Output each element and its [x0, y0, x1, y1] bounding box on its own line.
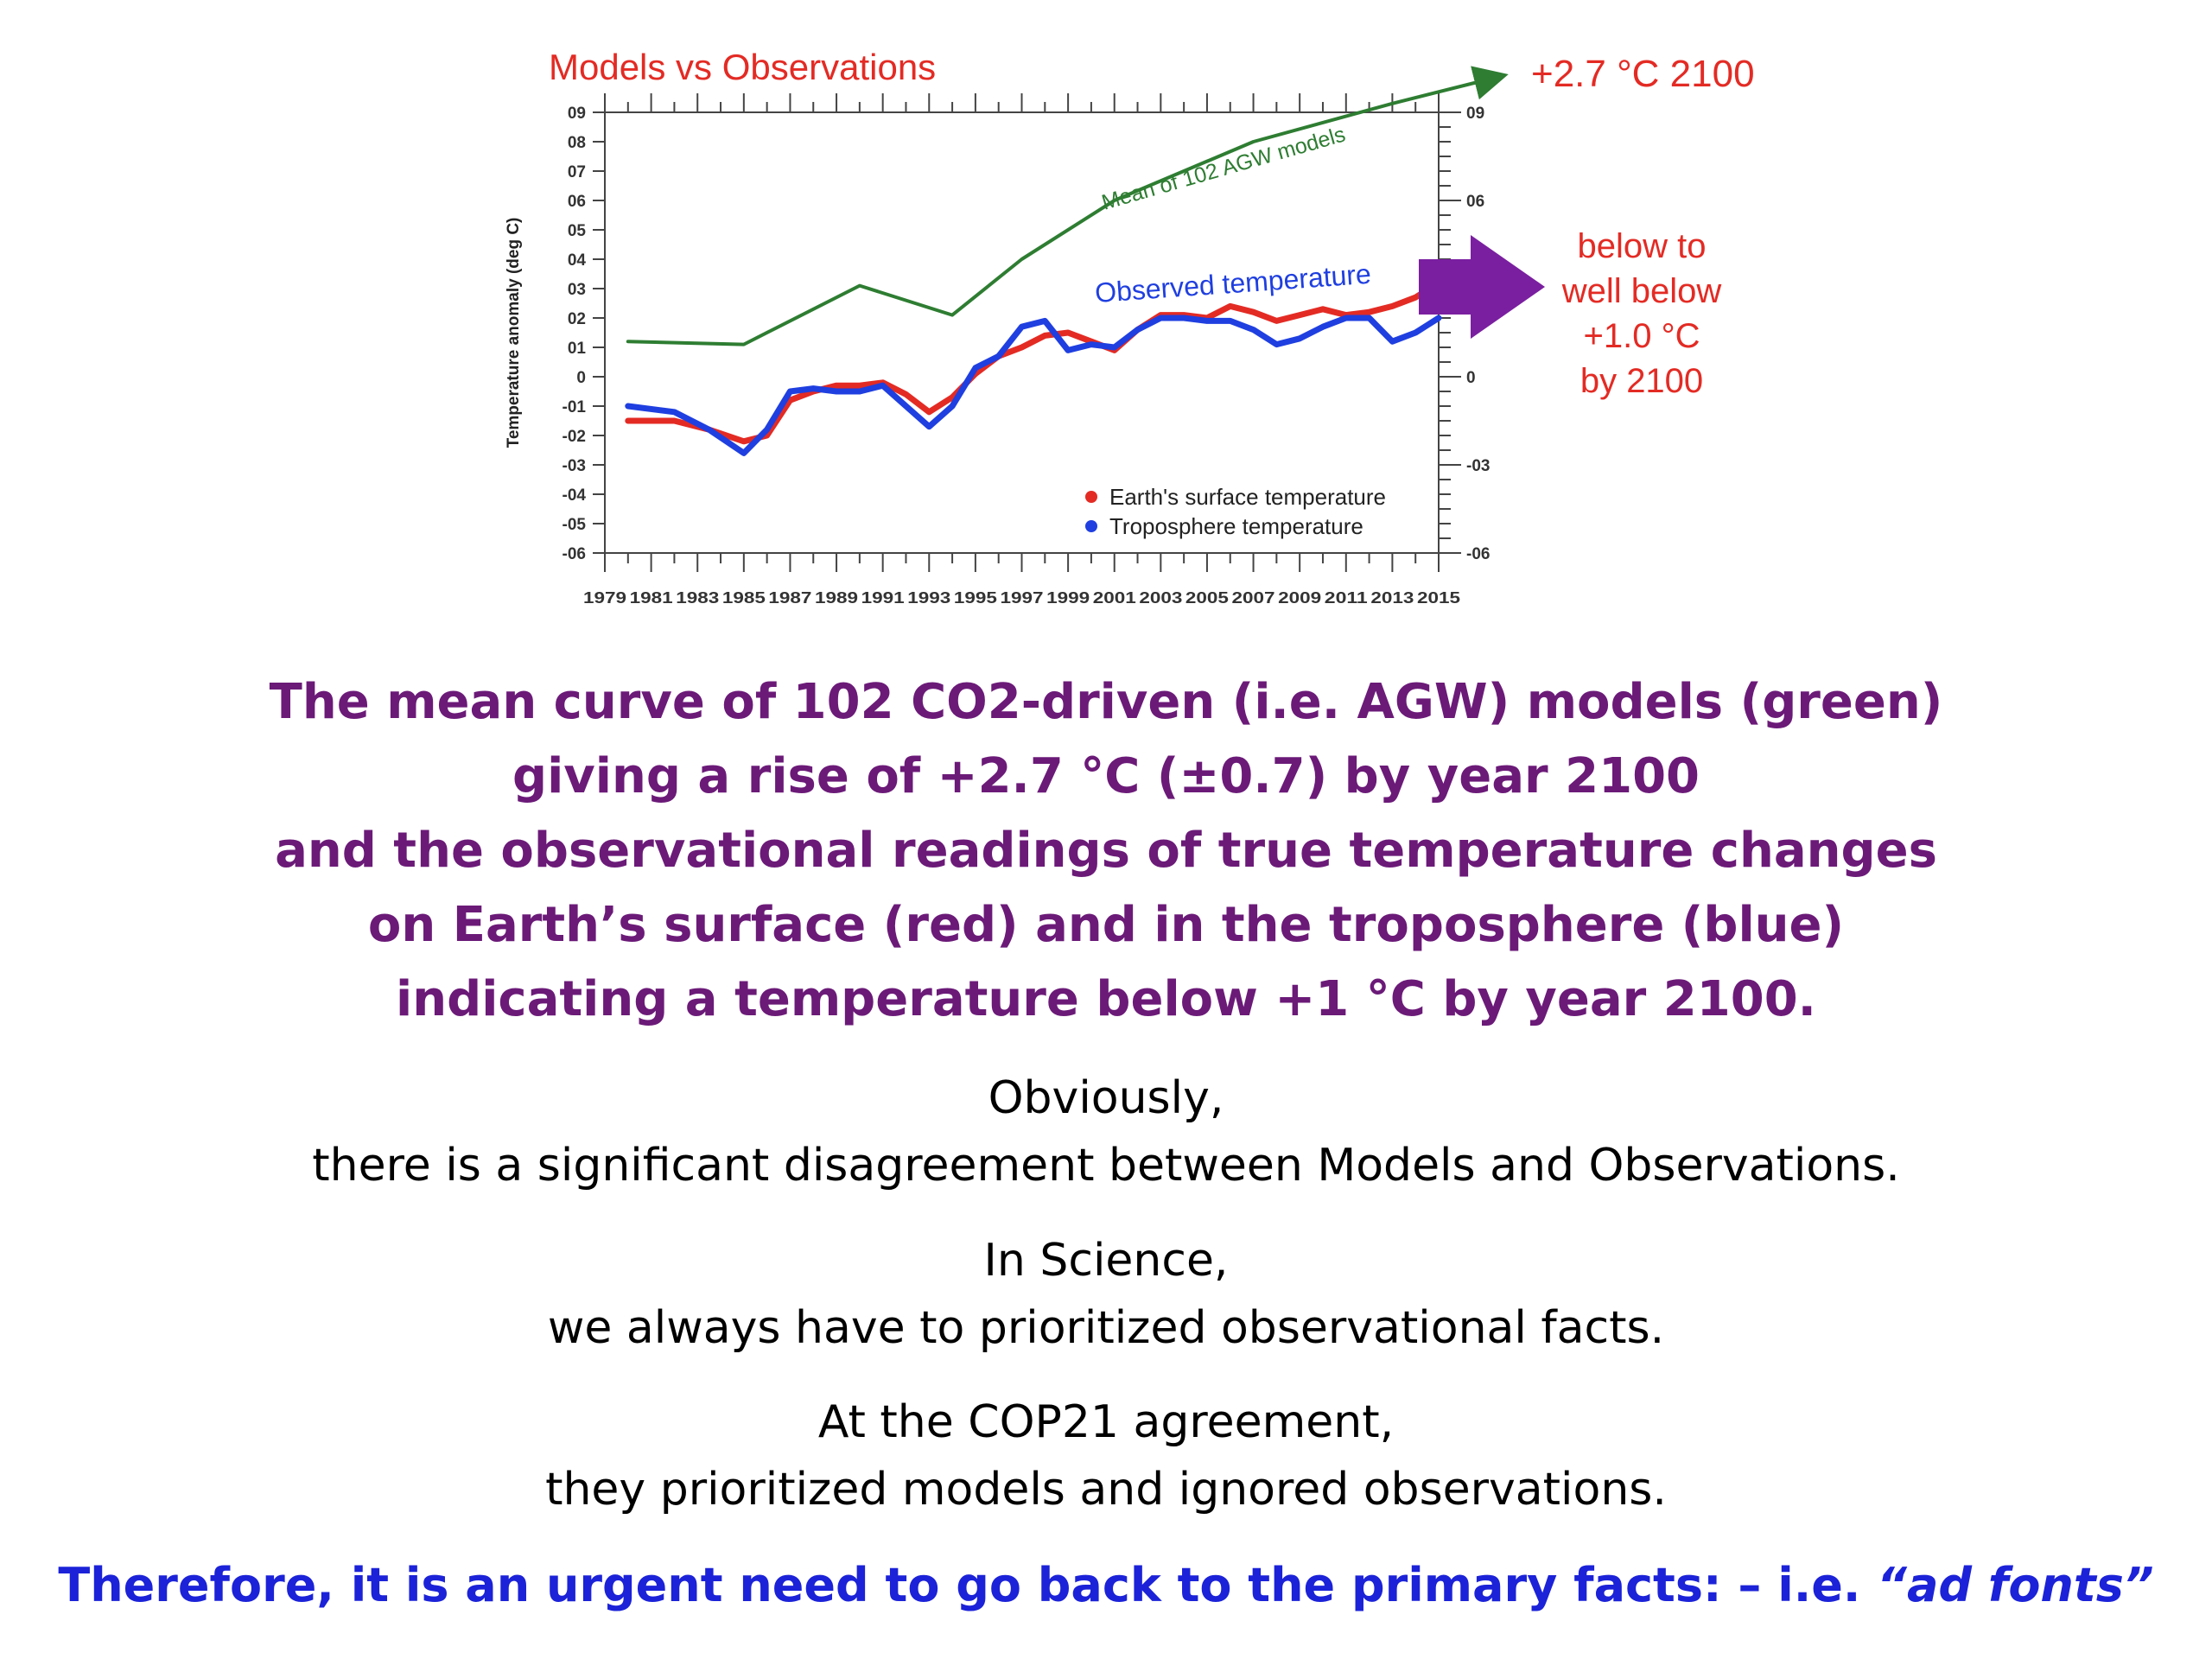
models-extension-arrow — [1391, 66, 1509, 105]
legend-marker — [1085, 520, 1097, 532]
paragraph-cop21: At the COP21 agreement, they prioritized… — [0, 1389, 2212, 1523]
y-tick-label: -04 — [563, 486, 587, 505]
y-tick-label-right: -03 — [1466, 457, 1490, 475]
headline-line-5: indicating a temperature below +1 °C by … — [396, 971, 1816, 1027]
x-tick-label: 2003 — [1139, 589, 1182, 607]
troposphere-series-line — [625, 315, 1442, 456]
y-tick-label-right: 0 — [1466, 369, 1476, 387]
paragraph-line: Obviously, — [988, 1072, 1224, 1124]
headline: The mean curve of 102 CO2-driven (i.e. A… — [0, 665, 2212, 1037]
y-tick-label: -02 — [563, 428, 586, 446]
y-tick-label: -01 — [563, 398, 587, 416]
y-tick-label: 04 — [568, 251, 587, 270]
y-tick-label: 03 — [568, 281, 586, 299]
x-tick-label: 1985 — [722, 589, 766, 607]
x-tick-label: 1993 — [907, 589, 950, 607]
projection-obs-label: by 2100 — [1580, 362, 1703, 400]
headline-line-3: and the observational readings of true t… — [275, 823, 1937, 879]
x-tick-label: 1981 — [630, 589, 673, 607]
paragraph-line: we always have to prioritized observatio… — [547, 1302, 1665, 1354]
y-tick-label: 07 — [568, 163, 586, 181]
projection-obs-label: well below — [1561, 272, 1722, 310]
projection-models-label: +2.7 °C 2100 — [1531, 53, 1755, 95]
y-tick-label-right: 06 — [1466, 193, 1484, 211]
y-tick-label: -05 — [563, 516, 587, 534]
legend-marker — [1085, 491, 1097, 503]
y-tick-label: 02 — [568, 310, 586, 328]
y-tick-label: -06 — [563, 545, 586, 563]
headline-line-1: The mean curve of 102 CO2-driven (i.e. A… — [269, 674, 1943, 730]
x-tick-label: 1991 — [861, 589, 905, 607]
y-tick-label-right: -06 — [1466, 545, 1490, 563]
chart-svg: 09 08 07 06 05 04 03 02 01 0 -01 -02 -03 -04 -05 -06 09 0… — [505, 47, 1755, 607]
paragraph-science: In Science, we always have to prioritize… — [0, 1227, 2212, 1362]
x-tick-label: 1983 — [676, 589, 719, 607]
y-tick-label-right: 09 — [1466, 105, 1484, 123]
y-tick-label: 06 — [568, 193, 586, 211]
headline-line-4: on Earth’s surface (red) and in the trop… — [367, 897, 1845, 953]
x-tick-label: 2001 — [1093, 589, 1136, 607]
conclusion: Therefore, it is an urgent need to go ba… — [0, 1555, 2212, 1616]
models-series-line — [626, 101, 1395, 346]
chart-title: Models vs Observations — [549, 47, 936, 87]
x-tick-label: 1995 — [954, 589, 997, 607]
y-tick-label: -03 — [563, 457, 586, 475]
conclusion-quote: “ad fonts” — [1877, 1558, 2154, 1612]
headline-line-2: giving a rise of +2.7 °C (±0.7) by year … — [512, 748, 1700, 804]
x-tick-label: 1997 — [1001, 589, 1044, 607]
x-tick-label: 2007 — [1232, 589, 1275, 607]
chart-figure: 09 08 07 06 05 04 03 02 01 0 -01 -02 -03 -04 -05 -06 09 0… — [0, 0, 2212, 622]
observed-label: Observed temperature — [1094, 258, 1372, 308]
models-label: Mean of 102 AGW models — [1099, 122, 1348, 214]
y-tick-label: 08 — [568, 134, 586, 152]
purple-arrow — [1419, 235, 1545, 339]
paragraph-line: In Science, — [983, 1235, 1229, 1287]
projection-obs-label: +1.0 °C — [1584, 317, 1700, 355]
x-tick-label: 1989 — [815, 589, 858, 607]
x-tick-label: 1979 — [583, 589, 626, 607]
legend-label: Earth's surface temperature — [1109, 484, 1386, 510]
y-tick-label: 01 — [568, 340, 587, 358]
paragraph-line: there is a significant disagreement betw… — [312, 1140, 1900, 1192]
paragraph-line: they prioritized models and ignored obse… — [545, 1464, 1667, 1516]
legend-label: Troposphere temperature — [1109, 513, 1363, 539]
x-tick-label: 2005 — [1185, 589, 1229, 607]
projection-obs-label: below to — [1578, 227, 1707, 265]
x-tick-label: 2009 — [1278, 589, 1321, 607]
y-axis-label: Temperature anomaly (deg C) — [505, 218, 523, 448]
y-tick-label: 05 — [568, 222, 587, 240]
y-tick-label: 0 — [576, 369, 586, 387]
paragraph-disagreement: Obviously, there is a significant disagr… — [0, 1065, 2212, 1199]
x-tick-label: 2013 — [1370, 589, 1414, 607]
x-tick-label: 2011 — [1325, 589, 1368, 607]
x-tick-label: 1987 — [768, 589, 811, 607]
x-tick-label: 1999 — [1046, 589, 1090, 607]
conclusion-text: Therefore, it is an urgent need to go ba… — [58, 1558, 1878, 1612]
paragraph-line: At the COP21 agreement, — [817, 1396, 1395, 1448]
surface-series-line — [625, 279, 1442, 445]
y-tick-label: 09 — [568, 105, 586, 123]
x-tick-label: 2015 — [1417, 589, 1460, 607]
